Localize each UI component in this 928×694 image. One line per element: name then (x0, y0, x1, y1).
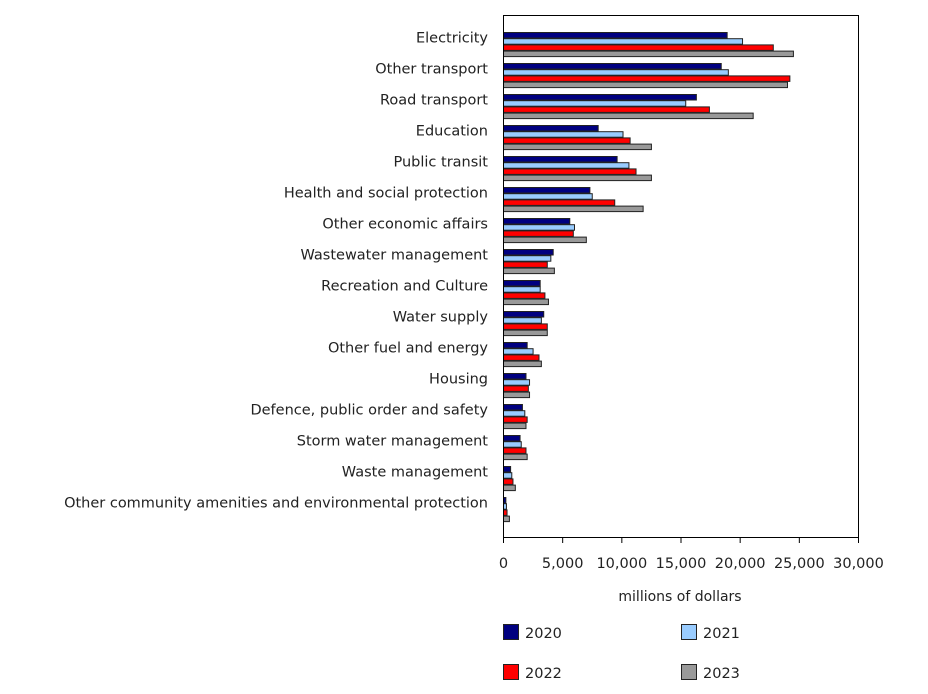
bar-2022 (503, 385, 529, 392)
bar-2020 (503, 280, 541, 287)
bar-2021 (503, 131, 624, 138)
category-label: Wastewater management (300, 248, 488, 264)
x-tick-label: 0 (499, 556, 508, 572)
bar-2023 (503, 143, 652, 151)
legend-label: 2022 (525, 666, 562, 682)
legend-swatch-2021 (681, 624, 697, 640)
bar-2023 (503, 484, 516, 492)
category-label: Health and social protection (284, 186, 488, 202)
bar-2021 (503, 410, 526, 417)
bar-2022 (503, 354, 540, 361)
bar-2021 (503, 38, 744, 45)
bar-2023 (503, 453, 528, 461)
bar-2023 (503, 422, 527, 430)
x-tick-label: 5,000 (542, 556, 584, 572)
bar-2023 (503, 360, 542, 368)
x-tick-label: 30,000 (833, 556, 884, 572)
bar-2022 (503, 44, 774, 51)
bar-2022 (503, 478, 514, 485)
legend-swatch-2022 (503, 664, 519, 680)
bar-2020 (503, 187, 591, 194)
bar-2020 (503, 435, 521, 442)
bar-2023 (503, 298, 549, 306)
bar-2021 (503, 193, 593, 200)
bar-2021 (503, 317, 542, 324)
category-label: Electricity (416, 31, 488, 47)
legend-swatch-2023 (681, 664, 697, 680)
bar-2023 (503, 205, 644, 213)
bar-2022 (503, 416, 528, 423)
bar-2023 (503, 391, 531, 399)
bar-2021 (503, 441, 522, 448)
category-label: Other community amenities and environmen… (64, 496, 488, 512)
bar-2020 (503, 218, 571, 225)
x-tick-label: 10,000 (596, 556, 647, 572)
bar-2023 (503, 515, 510, 523)
bar-2022 (503, 292, 546, 299)
bar-2021 (503, 255, 552, 262)
bar-2022 (503, 168, 637, 175)
bar-2020 (503, 249, 554, 256)
category-label: Other fuel and energy (328, 341, 488, 357)
bar-2022 (503, 230, 574, 237)
bar-2020 (503, 94, 697, 101)
category-label: Public transit (393, 155, 488, 171)
category-label: Storm water management (297, 434, 489, 450)
category-label: Other economic affairs (322, 217, 488, 233)
legend-label: 2020 (525, 626, 562, 642)
category-label: Water supply (393, 310, 489, 326)
bar-2021 (503, 379, 531, 386)
bar-2022 (503, 137, 631, 144)
bar-2023 (503, 236, 587, 244)
legend-label: 2023 (703, 666, 740, 682)
bar-2022 (503, 75, 791, 82)
bar-2020 (503, 466, 512, 473)
x-tick-label: 20,000 (715, 556, 766, 572)
bar-2020 (503, 156, 618, 163)
bar-2020 (503, 342, 528, 349)
bar-2021 (503, 286, 541, 293)
bar-2021 (503, 69, 729, 76)
x-tick-label: 25,000 (774, 556, 825, 572)
legend-swatch-2020 (503, 624, 519, 640)
category-label: Waste management (342, 465, 489, 481)
bar-2022 (503, 509, 508, 516)
x-axis-label: millions of dollars (618, 589, 741, 605)
bar-2020 (503, 404, 523, 411)
bar-2020 (503, 311, 545, 318)
bar-2022 (503, 199, 616, 206)
legend-label: 2021 (703, 626, 740, 642)
bar-2023 (503, 174, 652, 182)
bar-2020 (503, 63, 722, 70)
bar-2022 (503, 323, 548, 330)
category-label: Recreation and Culture (321, 279, 488, 295)
bar-2023 (503, 329, 548, 337)
bar-2020 (503, 373, 527, 380)
bar-2020 (503, 32, 728, 39)
bar-2021 (503, 224, 575, 231)
x-tick-label: 15,000 (656, 556, 707, 572)
category-label: Defence, public order and safety (250, 403, 488, 419)
category-label: Road transport (380, 93, 488, 109)
bar-2021 (503, 162, 630, 169)
bar-2023 (503, 81, 788, 89)
bar-2022 (503, 447, 527, 454)
bar-2022 (503, 106, 710, 113)
plot-frame (503, 15, 859, 538)
category-label: Housing (429, 372, 488, 388)
bar-2023 (503, 112, 754, 120)
category-label: Education (416, 124, 488, 140)
bar-2021 (503, 472, 513, 479)
bar-2021 (503, 100, 687, 107)
bar-2023 (503, 267, 555, 275)
bar-2023 (503, 50, 794, 58)
bar-2022 (503, 261, 548, 268)
bar-2021 (503, 348, 534, 355)
category-label: Other transport (375, 62, 488, 78)
bar-2020 (503, 125, 599, 132)
